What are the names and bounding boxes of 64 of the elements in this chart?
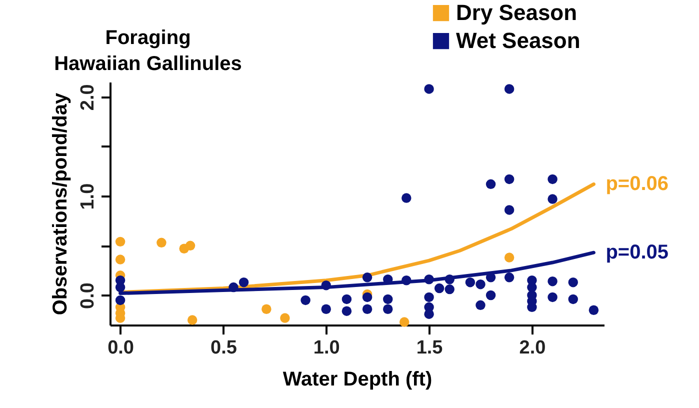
point: [504, 252, 514, 262]
point: [238, 277, 249, 288]
legend-label: Dry Season: [456, 0, 578, 25]
x-tick-label: 1.5: [416, 338, 444, 358]
point: [362, 292, 372, 302]
point: [568, 277, 578, 288]
point: [424, 292, 434, 302]
point: [228, 282, 238, 292]
x-tick-label: 0.5: [210, 338, 238, 358]
point: [402, 276, 412, 286]
point: [280, 313, 290, 323]
point: [504, 174, 514, 184]
point: [321, 280, 331, 290]
point: [115, 295, 126, 306]
point: [476, 300, 486, 310]
y-tick-label: 0.0: [78, 282, 98, 309]
point: [362, 272, 372, 282]
point: [342, 294, 352, 304]
point: [187, 315, 198, 325]
point: [504, 84, 514, 94]
point: [548, 276, 558, 286]
x-tick-label: 0.0: [108, 338, 134, 358]
annotation: p=0.06: [606, 173, 669, 196]
point: [115, 236, 126, 247]
point: [300, 295, 310, 306]
point: [444, 274, 454, 284]
point: [383, 304, 393, 314]
point: [568, 294, 578, 304]
point: [465, 277, 476, 288]
y-tick-label: 2.0: [78, 84, 98, 111]
chart-title: Foraging Hawaiian Gallinules: [54, 27, 242, 75]
point: [504, 272, 514, 282]
point: [588, 305, 599, 315]
point: [424, 309, 434, 319]
point: [548, 194, 558, 204]
x-axis-title: Water Depth (ft): [282, 368, 432, 390]
point: [185, 240, 196, 251]
point: [399, 317, 410, 327]
x-tick-label: 2.0: [519, 338, 546, 358]
point: [486, 179, 496, 190]
point: [115, 282, 126, 292]
point: [262, 304, 272, 314]
point: [486, 290, 496, 300]
point: [321, 304, 331, 314]
point: [424, 274, 434, 284]
point: [383, 294, 393, 304]
point: [402, 193, 412, 203]
y-tick-label: 1.0: [78, 183, 98, 210]
legend-label: Wet Season: [456, 28, 580, 53]
point: [342, 306, 352, 316]
x-tick-label: 1.0: [313, 338, 340, 358]
point: [424, 84, 434, 94]
point: [362, 304, 372, 314]
point: [115, 254, 126, 264]
y-axis-title: Observations/pond/day: [50, 92, 72, 316]
point: [476, 279, 486, 290]
point: [548, 174, 558, 184]
annotation: p=0.05: [606, 242, 669, 264]
point: [434, 283, 444, 294]
point: [486, 272, 496, 282]
point: [548, 292, 558, 302]
point: [504, 205, 514, 215]
point: [156, 238, 166, 248]
point: [444, 284, 454, 294]
